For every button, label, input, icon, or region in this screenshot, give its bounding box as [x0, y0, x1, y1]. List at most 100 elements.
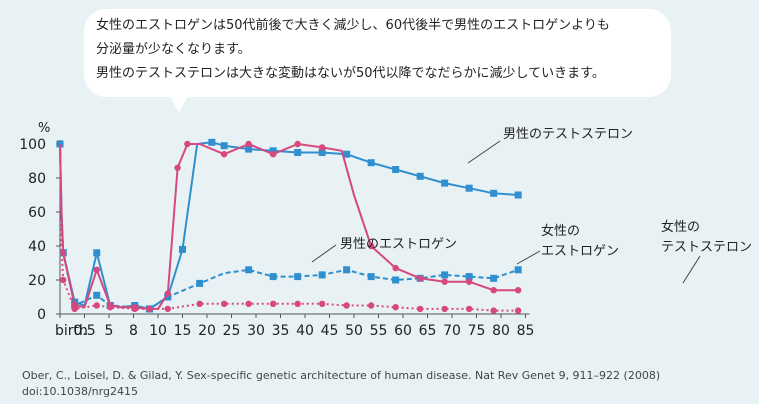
x-tick-label: 25: [223, 323, 241, 339]
series-3-point: [59, 276, 67, 284]
series-2-point: [367, 242, 375, 250]
series-3-point: [465, 305, 473, 313]
series-3-point: [131, 305, 138, 313]
series-1-point: [490, 274, 498, 282]
label-male-estrogen: 男性のエストロゲン: [340, 237, 457, 252]
series-3-point: [220, 300, 228, 307]
series-2-point: [164, 290, 171, 297]
chart-series-labels: 男性のテストステロン 男性のエストロゲン 女性の エストロゲン 女性の テストス…: [311, 127, 752, 284]
series-0-point: [343, 150, 351, 158]
series-2-point: [514, 287, 522, 294]
series-1-point: [343, 266, 351, 274]
series-2-point: [441, 278, 448, 285]
series-3-point: [490, 307, 497, 314]
x-tick-label: 0.5: [73, 323, 95, 339]
series-1-point: [367, 273, 375, 281]
label-female-estrogen-line2: エストロゲン: [541, 244, 619, 259]
series-0-point: [93, 249, 101, 257]
x-tick-label: 65: [419, 323, 437, 339]
series-0-point: [465, 184, 473, 192]
series-2-point: [184, 140, 191, 148]
series-0-point: [208, 138, 216, 146]
series-3-point: [93, 302, 100, 309]
leader-male-testosterone: [467, 140, 501, 164]
series-1-point: [196, 279, 204, 287]
x-tick-label: 35: [272, 323, 290, 339]
y-tick-label: 40: [28, 239, 46, 255]
series-3-point: [416, 305, 424, 313]
label-female-testosterone-line2: テストステロン: [661, 240, 752, 255]
series-3-point: [196, 300, 203, 307]
series-0-point: [441, 179, 449, 187]
label-female-testosterone-line1: 女性の: [661, 219, 700, 235]
series-3-point: [107, 304, 114, 311]
x-tick-label: birth: [55, 323, 88, 339]
x-tick-label: 50: [345, 323, 363, 339]
chart-series: [56, 138, 522, 314]
series-line-0: [59, 141, 519, 310]
series-3-point: [367, 302, 375, 309]
x-tick-label: 40: [296, 323, 314, 339]
series-1-point: [514, 266, 522, 274]
y-tick-label: 20: [28, 273, 46, 289]
label-male-testosterone: 男性のテストステロン: [503, 127, 633, 142]
series-0-point: [179, 245, 186, 253]
series-line-2: [59, 143, 519, 310]
series-2-point: [465, 278, 473, 285]
series-3-point: [441, 305, 448, 313]
callout-line-1: 女性のエストロゲンは50代前後で大きく減少し、60代後半で男性のエストロゲンより…: [96, 18, 610, 33]
series-3-point: [146, 305, 153, 313]
series-line-1: [59, 143, 519, 310]
x-tick-label: 15: [174, 323, 192, 339]
leader-female-estrogen: [516, 250, 541, 265]
x-tick-label: 55: [370, 323, 388, 339]
series-2-point: [392, 264, 399, 272]
series-3-point: [294, 300, 301, 307]
y-tick-label: 60: [28, 205, 46, 221]
series-0-point: [416, 172, 424, 180]
series-2-point: [220, 151, 228, 158]
x-tick-label: 80: [492, 323, 510, 339]
label-female-estrogen-line1: 女性の: [541, 223, 580, 239]
series-1-point: [465, 273, 473, 281]
x-tick-label: 8: [129, 323, 138, 339]
series-1-point: [392, 276, 400, 284]
x-tick-label: 60: [394, 323, 412, 339]
series-3-point: [318, 300, 326, 307]
series-0-point: [490, 189, 498, 197]
series-0-point: [220, 142, 228, 150]
series-1-point: [269, 273, 277, 281]
series-3-point: [343, 302, 350, 309]
series-1-point: [318, 271, 326, 279]
series-0-point: [245, 145, 253, 153]
series-1-point: [245, 266, 253, 274]
y-tick-label: 100: [19, 137, 46, 153]
series-1-point: [441, 271, 449, 279]
callout-bubble: [84, 9, 671, 97]
series-3-point: [245, 300, 252, 307]
callout-pointer: [168, 92, 190, 113]
series-1-point: [93, 291, 101, 299]
series-3-point: [514, 307, 522, 314]
series-2-point: [490, 287, 497, 294]
citation: Ober, C., Loisel, D. & Gilad, Y. Sex-spe…: [22, 368, 660, 400]
callout-line-3: 男性のテストステロンは大きな変動はないが50代以降でなだらかに減少していきます。: [96, 66, 605, 81]
series-0-point: [318, 149, 326, 156]
series-0-point: [392, 166, 400, 173]
series-3-point: [269, 300, 277, 307]
x-tick-label: 70: [443, 323, 461, 339]
series-2-point: [416, 275, 424, 282]
x-tick-label: 20: [198, 323, 216, 339]
series-0-point: [367, 159, 375, 167]
callout-line-2: 分泌量が少なくなります。: [96, 42, 251, 57]
series-3-point: [392, 304, 399, 311]
series-line-3: [59, 143, 519, 312]
x-tick-label: 10: [149, 323, 167, 339]
x-tick-label: 30: [247, 323, 265, 339]
series-0-point: [514, 191, 522, 199]
series-1-point: [164, 293, 172, 301]
citation-line-2: doi:10.1038/nrg2415: [22, 385, 138, 398]
series-1-point: [294, 273, 302, 281]
